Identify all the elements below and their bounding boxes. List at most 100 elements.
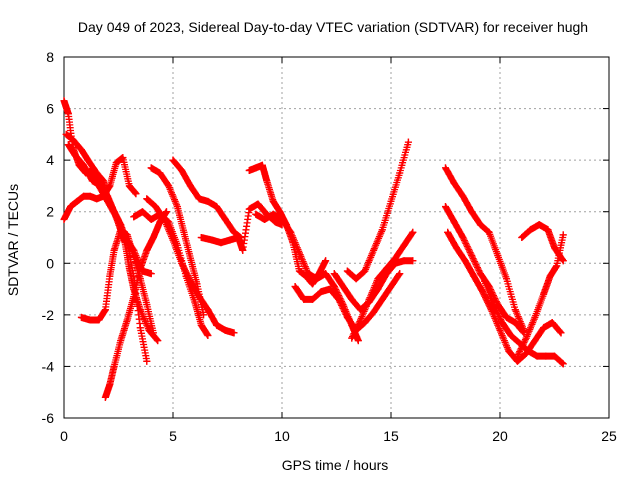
y-axis-label: SDTVAR / TECUs	[5, 184, 21, 296]
data-point	[322, 270, 330, 278]
data-point	[86, 316, 94, 324]
data-point	[123, 231, 131, 239]
data-point	[409, 257, 417, 265]
data-point	[450, 179, 458, 187]
data-point	[295, 249, 303, 257]
data-point	[287, 228, 295, 236]
data-point	[396, 169, 404, 177]
y-tick-label: 4	[46, 152, 54, 168]
data-point	[99, 177, 107, 185]
data-point	[295, 267, 303, 275]
data-point	[365, 295, 373, 303]
data-point	[278, 215, 286, 223]
data-point	[160, 215, 168, 223]
data-point	[313, 275, 321, 283]
data-point	[186, 254, 194, 262]
data-point	[245, 166, 253, 174]
y-tick-label: -4	[42, 358, 55, 374]
data-point	[271, 218, 279, 226]
data-point	[356, 316, 364, 324]
data-point	[498, 319, 506, 327]
series-track-5	[77, 226, 157, 337]
data-point	[169, 156, 177, 164]
data-point	[149, 234, 157, 241]
data-point	[152, 203, 160, 211]
data-point	[156, 169, 164, 177]
data-point	[400, 241, 408, 249]
data-point	[489, 301, 497, 309]
data-point	[348, 334, 356, 342]
y-tick-label: 6	[46, 101, 54, 117]
data-point	[461, 257, 469, 265]
data-point	[326, 285, 334, 293]
data-point	[252, 210, 260, 218]
series-track-14	[291, 270, 404, 334]
data-point	[496, 326, 504, 334]
data-point	[546, 272, 554, 280]
data-point	[71, 151, 79, 159]
data-point	[156, 218, 164, 226]
data-point	[531, 337, 539, 345]
data-point	[263, 177, 271, 185]
data-point	[409, 228, 417, 236]
data-point	[195, 293, 203, 301]
data-point	[442, 203, 449, 211]
data-point	[481, 277, 489, 285]
data-point	[197, 234, 205, 241]
data-point	[230, 228, 238, 236]
x-tick-label: 5	[169, 428, 177, 444]
data-point	[378, 226, 386, 234]
data-point	[387, 197, 395, 205]
data-point	[147, 164, 155, 172]
x-tick-label: 0	[60, 428, 68, 444]
data-point	[230, 329, 238, 337]
data-series	[60, 97, 567, 401]
data-point	[553, 262, 561, 270]
data-point	[239, 246, 247, 254]
series-markers	[444, 228, 565, 365]
data-point	[67, 203, 75, 211]
data-point	[80, 192, 88, 200]
data-point	[136, 324, 144, 332]
data-point	[121, 239, 129, 247]
data-point	[154, 337, 162, 345]
data-point	[62, 130, 70, 138]
data-point	[77, 313, 85, 321]
data-point	[527, 226, 535, 234]
data-point	[178, 259, 186, 267]
data-point	[459, 234, 467, 241]
data-point	[542, 352, 550, 360]
data-point	[522, 334, 530, 342]
data-point	[476, 270, 484, 278]
data-point	[197, 321, 205, 329]
data-point	[476, 221, 484, 229]
data-point	[513, 352, 521, 360]
data-point	[533, 352, 541, 360]
data-point	[143, 195, 151, 203]
data-point	[200, 311, 208, 319]
data-point	[470, 272, 478, 280]
data-point	[80, 161, 88, 169]
data-point	[125, 264, 133, 272]
series-track-16	[348, 228, 417, 342]
data-point	[479, 288, 487, 296]
data-point	[343, 267, 351, 275]
data-point	[86, 192, 94, 200]
data-point	[204, 331, 212, 339]
gridlines	[64, 57, 609, 418]
data-point	[110, 246, 118, 254]
data-point	[165, 182, 173, 190]
series-track-17	[343, 138, 412, 283]
data-point	[459, 192, 467, 200]
data-point	[95, 316, 103, 324]
data-point	[191, 298, 199, 306]
data-point	[117, 226, 125, 234]
data-point	[450, 218, 458, 226]
series-track-20	[444, 228, 565, 365]
x-axis-label: GPS time / hours	[282, 457, 389, 473]
x-tick-label: 10	[274, 428, 290, 444]
data-point	[503, 275, 511, 283]
series-markers	[62, 130, 151, 365]
data-point	[147, 270, 155, 278]
data-point	[169, 236, 177, 244]
